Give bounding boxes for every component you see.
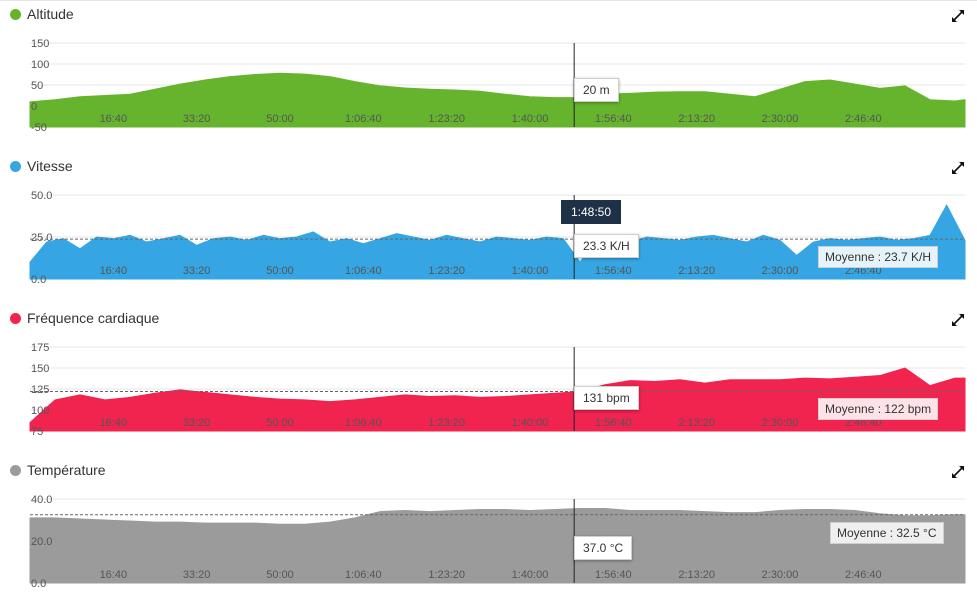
heart-legend-dot: [10, 312, 21, 324]
temperature-xtick-label: 2:30:00: [762, 569, 799, 581]
temperature-xtick-label: 1:40:00: [512, 569, 549, 581]
temperature-ytick-label: 0.0: [31, 578, 46, 590]
heart-ytick-label: 175: [31, 342, 49, 354]
altitude-title: Altitude: [10, 4, 74, 24]
heart-xtick-label: 1:23:20: [428, 417, 465, 429]
speed-title-label: Vitesse: [27, 158, 73, 174]
altitude-ytick-label: 50: [31, 80, 43, 92]
heart-title-label: Fréquence cardiaque: [27, 310, 160, 326]
heart-xtick-label: 1:56:40: [595, 417, 632, 429]
top-divider: [0, 0, 977, 1]
heart-title: Fréquence cardiaque: [10, 308, 159, 328]
altitude-xtick-label: 1:06:40: [345, 113, 382, 125]
heart-average-label: Moyenne : 122 bpm: [818, 398, 939, 420]
temperature-legend-dot: [10, 464, 21, 476]
altitude-ytick-label: 100: [31, 59, 49, 71]
temperature-panel: 40.0 20.0 0.0 16:40 33:20 50:00 1:06:40 1:23:20…: [0, 456, 977, 608]
heart-xtick-label: 2:13:20: [678, 417, 715, 429]
heart-ytick-label: 100: [31, 405, 49, 417]
expand-icon[interactable]: [950, 8, 966, 24]
altitude-title-label: Altitude: [27, 6, 74, 22]
temperature-title-label: Température: [27, 462, 106, 478]
speed-chart[interactable]: 50.0 25.0 0.0 16:40 33:20 50:00 1:06:40 1:23:20…: [0, 152, 977, 304]
temperature-series-area: [29, 507, 966, 584]
altitude-xtick-label: 50:00: [266, 113, 294, 125]
speed-panel: 50.0 25.0 0.0 16:40 33:20 50:00 1:06:40 1:23:20…: [0, 152, 977, 304]
temperature-title: Température: [10, 460, 106, 480]
altitude-xtick-label: 33:20: [183, 113, 211, 125]
temperature-xtick-label: 1:23:20: [428, 569, 465, 581]
speed-ytick-label: 25.0: [31, 232, 52, 244]
speed-xtick-label: 50:00: [266, 265, 294, 277]
speed-xtick-label: 1:40:00: [512, 265, 549, 277]
heart-xtick-label: 33:20: [183, 417, 211, 429]
speed-average-label: Moyenne : 23.7 K/H: [818, 246, 939, 268]
altitude-xtick-label: 2:46:40: [845, 113, 882, 125]
altitude-xtick-label: 2:30:00: [762, 113, 799, 125]
speed-xtick-label: 33:20: [183, 265, 211, 277]
heart-xtick-label: 16:40: [100, 417, 128, 429]
expand-icon[interactable]: [950, 312, 966, 328]
altitude-xtick-label: 16:40: [100, 113, 128, 125]
heart-ytick-label: 125: [31, 384, 49, 396]
altitude-tooltip: 20 m: [574, 78, 619, 102]
expand-icon[interactable]: [950, 160, 966, 176]
speed-tooltip: 23.3 K/H: [574, 234, 639, 258]
heart-panel: 175 150 125 100 75 16:40 33:20 50:00 1:06:40 1:23…: [0, 304, 977, 456]
heart-series-area: [29, 367, 966, 432]
speed-ytick-label: 50.0: [31, 190, 52, 202]
heart-ytick-label: 75: [31, 426, 43, 438]
heart-xtick-label: 1:40:00: [512, 417, 549, 429]
speed-ytick-label: 0.0: [31, 274, 46, 286]
speed-xtick-label: 2:13:20: [678, 265, 715, 277]
altitude-xtick-label: 1:23:20: [428, 113, 465, 125]
expand-icon[interactable]: [950, 464, 966, 480]
temperature-xtick-label: 16:40: [100, 569, 128, 581]
altitude-xtick-label: 2:13:20: [678, 113, 715, 125]
speed-xtick-label: 16:40: [100, 265, 128, 277]
heart-ytick-label: 150: [31, 363, 49, 375]
temperature-xtick-label: 50:00: [266, 569, 294, 581]
temperature-xtick-label: 33:20: [183, 569, 211, 581]
temperature-tooltip: 37.0 °C: [574, 536, 633, 560]
altitude-series-area: [29, 72, 966, 128]
altitude-ytick-label: 0: [31, 101, 37, 113]
altitude-panel: 150 100 50 0 -50 16:40 33:20 50:00 1:06:40 1:23:2…: [0, 0, 977, 152]
speed-title: Vitesse: [10, 156, 73, 176]
speed-legend-dot: [10, 160, 21, 172]
speed-xtick-label: 2:46:40: [845, 265, 882, 277]
altitude-xtick-label: 1:40:00: [512, 113, 549, 125]
temperature-average-label: Moyenne : 32.5 °C: [830, 522, 944, 544]
temperature-ytick-label: 20.0: [31, 536, 52, 548]
temperature-chart[interactable]: 40.0 20.0 0.0 16:40 33:20 50:00 1:06:40 1:23:20…: [0, 456, 977, 608]
heart-xtick-label: 2:30:00: [762, 417, 799, 429]
heart-xtick-label: 2:46:40: [845, 417, 882, 429]
temperature-xtick-label: 1:56:40: [595, 569, 632, 581]
speed-xtick-label: 1:56:40: [595, 265, 632, 277]
heart-xtick-label: 50:00: [266, 417, 294, 429]
temperature-ytick-label: 40.0: [31, 494, 52, 506]
temperature-xtick-label: 1:06:40: [345, 569, 382, 581]
altitude-chart[interactable]: 150 100 50 0 -50 16:40 33:20 50:00 1:06:40 1:23:2…: [0, 0, 977, 152]
heart-tooltip: 131 bpm: [574, 386, 639, 410]
speed-xtick-label: 1:23:20: [428, 265, 465, 277]
speed-xtick-label: 2:30:00: [762, 265, 799, 277]
cursor-time-label: 1:48:50: [561, 200, 621, 224]
temperature-xtick-label: 2:13:20: [678, 569, 715, 581]
temperature-xtick-label: 2:46:40: [845, 569, 882, 581]
heart-chart[interactable]: 175 150 125 100 75 16:40 33:20 50:00 1:06:40 1:23…: [0, 304, 977, 456]
altitude-legend-dot: [10, 8, 21, 20]
altitude-ytick-label: -50: [31, 122, 47, 134]
altitude-xtick-label: 1:56:40: [595, 113, 632, 125]
speed-xtick-label: 1:06:40: [345, 265, 382, 277]
altitude-ytick-label: 150: [31, 38, 49, 50]
heart-xtick-label: 1:06:40: [345, 417, 382, 429]
